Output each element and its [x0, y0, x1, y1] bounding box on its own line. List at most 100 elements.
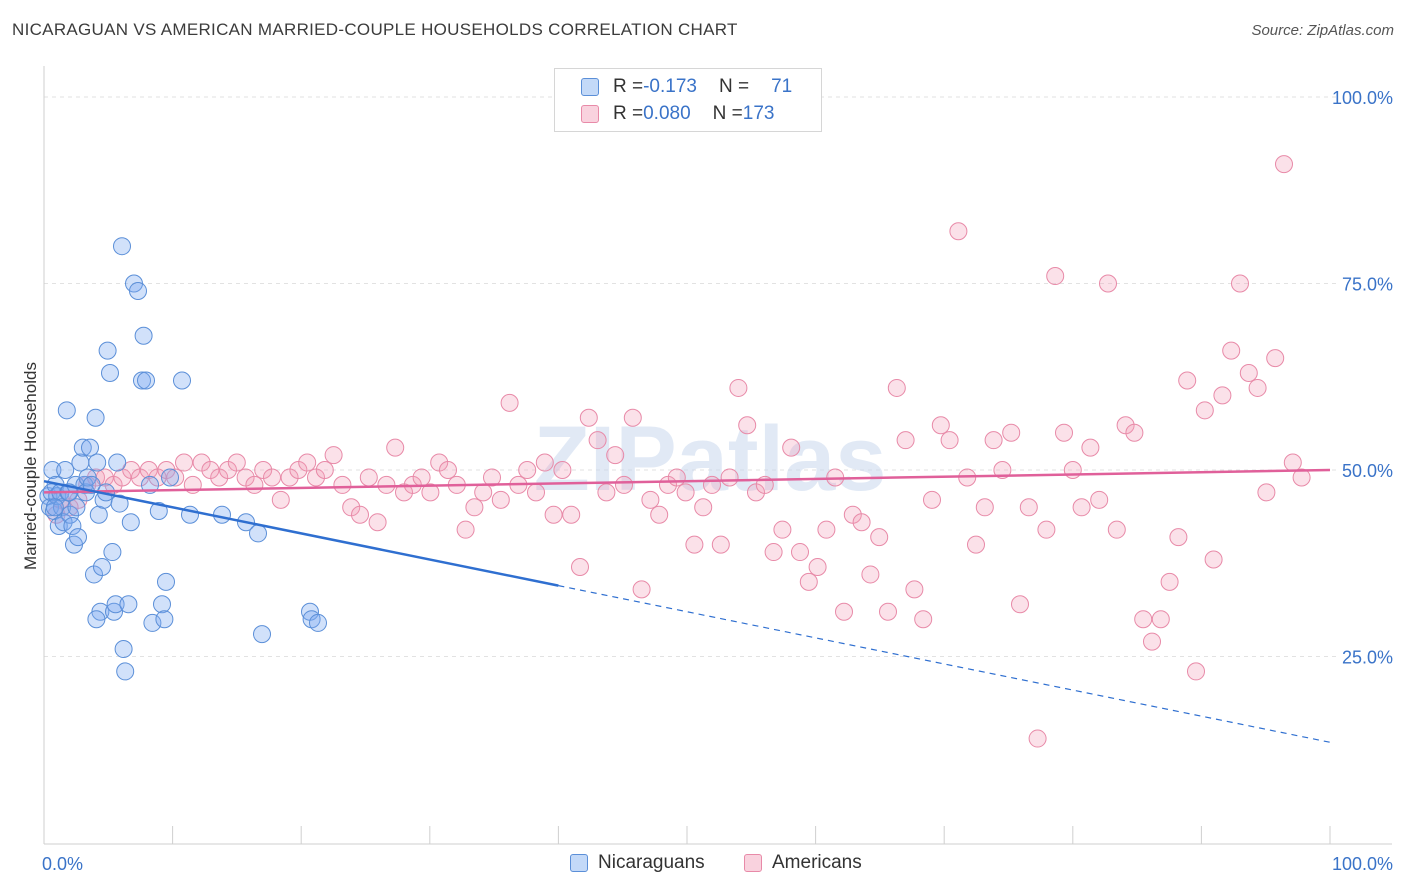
american-point — [1195, 401, 1214, 420]
nicaraguan-point — [133, 371, 151, 390]
american-point — [896, 431, 915, 450]
american-point — [1231, 274, 1249, 293]
legend-r-value: 0.080 — [643, 103, 691, 124]
american-point — [1169, 528, 1188, 547]
nicaraguan-point — [155, 610, 174, 629]
chart-title: NICARAGUAN VS AMERICAN MARRIED-COUPLE HO… — [12, 20, 738, 39]
legend-r-value: -0.173 — [643, 76, 697, 97]
nicaraguan-point — [110, 494, 129, 513]
american-point — [967, 535, 985, 554]
american-point — [1019, 498, 1038, 517]
legend-n-value: 71 — [771, 76, 793, 97]
legend-row-nicaraguans: R = -0.173 N = 71 — [581, 75, 792, 99]
legend-n-label: N = — [712, 103, 743, 124]
nicaraguan-point — [173, 371, 191, 390]
nicaraguan-point — [73, 438, 92, 457]
nicaraguan-point — [101, 364, 119, 383]
nicaraguan-point — [121, 513, 140, 532]
american-point — [606, 446, 625, 465]
nicaraguan-point — [143, 613, 162, 632]
x-tick-labels: 0.0% 100.0% — [42, 854, 1393, 874]
nicaraguan-point — [116, 662, 135, 681]
nicaraguan-point — [106, 595, 125, 614]
american-point — [263, 468, 281, 487]
american-point — [518, 461, 537, 479]
nicaraguan-point — [129, 281, 147, 300]
nicaraguan-point — [71, 453, 90, 472]
legend-n-value: 173 — [742, 103, 775, 124]
x-tick-label: 100.0% — [1332, 854, 1393, 874]
axes — [43, 66, 1392, 845]
american-point — [1283, 453, 1302, 472]
american-point — [1046, 267, 1065, 286]
american-point — [993, 461, 1012, 479]
american-point — [553, 461, 572, 479]
nicaraguan-point — [108, 453, 127, 472]
american-point — [491, 490, 510, 509]
american-point — [764, 543, 783, 562]
american-point — [351, 505, 369, 524]
american-point — [1081, 438, 1100, 457]
nicaraguan-point — [57, 401, 76, 420]
american-point — [474, 483, 493, 502]
american-point — [359, 468, 378, 487]
american-point — [1063, 461, 1082, 479]
american-point — [1178, 371, 1197, 390]
american-point — [905, 580, 924, 599]
american-point — [1266, 349, 1285, 368]
american-point — [641, 490, 660, 509]
gridlines — [44, 96, 1340, 657]
nicaraguan-point — [56, 461, 75, 479]
legend-r-label: R = — [613, 76, 644, 97]
american-point — [782, 438, 801, 457]
nicaraguan-point — [213, 505, 231, 524]
american-point — [1222, 341, 1241, 360]
american-point — [368, 513, 387, 532]
nicaraguan-point — [49, 516, 68, 535]
nicaraguan-point — [153, 595, 171, 614]
american-point — [1213, 386, 1232, 405]
american-point — [923, 490, 941, 509]
american-point — [1248, 378, 1267, 397]
american-point — [421, 483, 440, 502]
american-point — [817, 520, 836, 539]
nicaraguan-point — [119, 595, 138, 614]
nicaraguan-point — [87, 610, 106, 629]
nicaraguan-point — [105, 602, 123, 621]
american-point — [632, 580, 651, 599]
nicaraguan-point — [161, 468, 179, 487]
legend-row-americans: R = 0.080 N = 173 — [581, 102, 774, 126]
american-point — [1125, 423, 1144, 442]
american-point — [1002, 423, 1021, 442]
american-point — [808, 557, 827, 576]
american-point — [377, 475, 396, 494]
american-point — [465, 498, 484, 517]
american-point — [1107, 520, 1126, 539]
nicaraguan-point — [93, 557, 111, 576]
source-label: Source: ZipAtlas.com — [1251, 22, 1394, 39]
american-point — [879, 602, 897, 621]
nicaraguan-point — [86, 408, 105, 427]
bottom-legend-label: Americans — [772, 852, 862, 873]
american-point — [984, 431, 1003, 450]
american-point — [694, 498, 713, 517]
american-point — [1143, 632, 1161, 651]
american-point — [166, 468, 185, 487]
x-tick-label: 0.0% — [42, 854, 83, 874]
y-axis-title: Married-couple Households — [21, 362, 40, 570]
american-point — [1160, 572, 1179, 591]
american-point — [720, 468, 739, 487]
nicaraguan-point — [114, 640, 133, 659]
bottom-legend-swatch-nicaraguans — [570, 854, 588, 872]
nicaraguan-point — [141, 475, 159, 494]
american-point — [676, 483, 695, 502]
american-point — [799, 572, 818, 591]
nicaraguans-trend-line — [43, 479, 559, 587]
american-point — [588, 431, 607, 450]
americans-trend-line — [43, 468, 1331, 494]
american-point — [227, 453, 246, 472]
american-point — [1204, 550, 1223, 569]
american-point — [1037, 520, 1056, 539]
american-point — [571, 557, 589, 576]
